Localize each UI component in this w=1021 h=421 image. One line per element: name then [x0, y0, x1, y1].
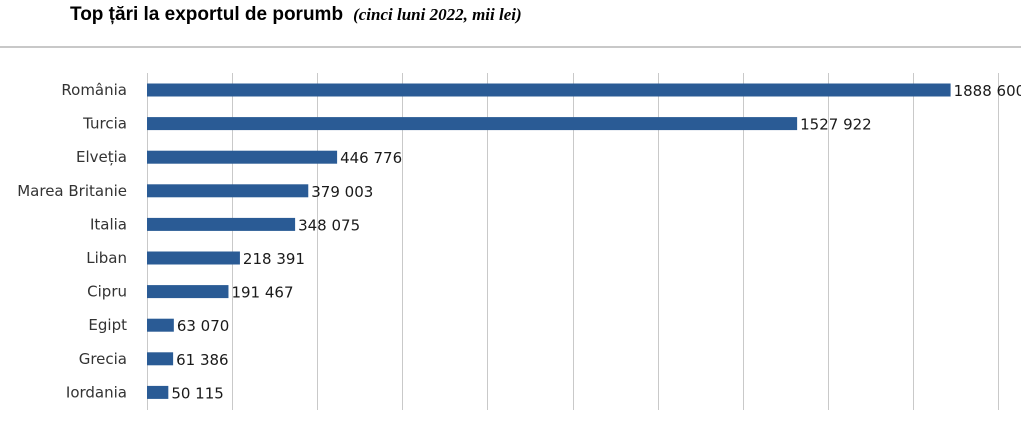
value-label: 348 075 — [298, 216, 360, 234]
bar — [147, 83, 951, 97]
value-label: 1888 600 — [954, 82, 1021, 100]
category-label: Italia — [90, 215, 127, 233]
bar — [147, 150, 338, 164]
category-label: Marea Britanie — [17, 182, 127, 200]
bar — [147, 385, 169, 399]
value-label: 191 467 — [231, 284, 293, 302]
value-label: 1527 922 — [800, 116, 872, 134]
category-label: Egipt — [88, 316, 127, 334]
category-label: Cipru — [87, 283, 127, 301]
chart-title-subtitle: (cinci luni 2022, mii lei) — [353, 5, 522, 24]
bar — [147, 352, 174, 366]
value-label: 446 776 — [340, 149, 402, 167]
bar — [147, 251, 240, 265]
value-label: 218 391 — [243, 250, 305, 268]
chart-title: Top țări la exportul de porumb (cinci lu… — [70, 4, 522, 26]
category-label: Elveția — [76, 148, 127, 166]
chart-title-main: Top țări la exportul de porumb — [70, 4, 344, 25]
category-label: Iordania — [66, 383, 127, 401]
bar — [147, 184, 309, 198]
category-label: România — [61, 81, 127, 99]
bar — [147, 217, 296, 231]
value-label: 61 386 — [176, 351, 229, 369]
category-label: Grecia — [79, 350, 127, 368]
value-label: 63 070 — [177, 317, 230, 335]
value-label: 379 003 — [311, 183, 373, 201]
value-label: 50 115 — [171, 384, 224, 402]
bar — [147, 285, 229, 299]
category-label: Turcia — [82, 115, 127, 133]
bar — [147, 318, 174, 332]
category-label: Liban — [86, 249, 127, 267]
bar — [147, 117, 798, 131]
title-divider — [0, 46, 1021, 48]
